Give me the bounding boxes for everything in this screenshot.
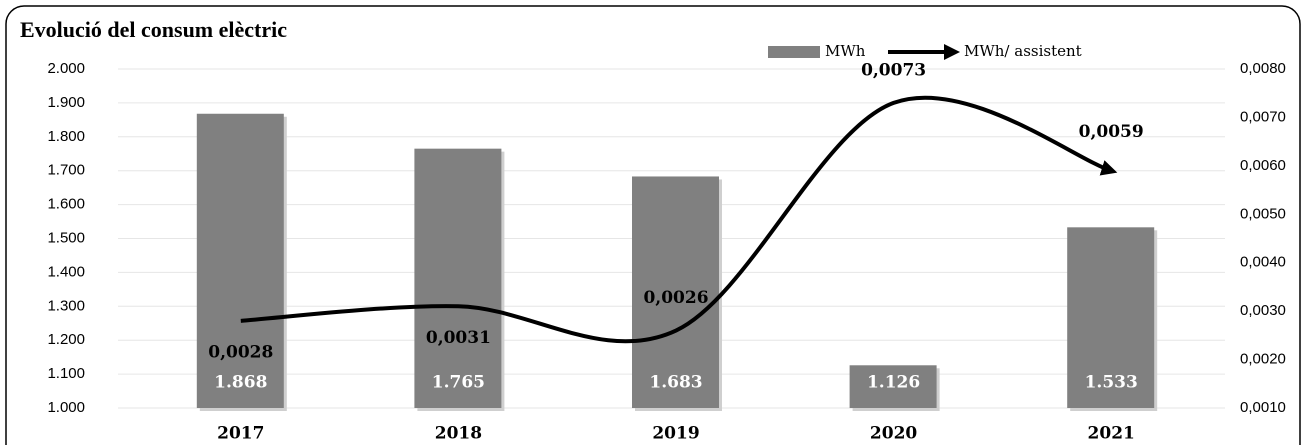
y2-tick-label: 0,0080 [1240,60,1286,77]
y-tick-label: 1.200 [47,331,85,348]
y2-tick-label: 0,0010 [1240,399,1286,416]
bar [414,148,502,409]
y-tick-label: 1.400 [47,263,85,280]
legend-label: MWh/ assistent [964,42,1082,60]
bar-value-label: 1.765 [432,373,485,393]
bar [196,113,284,409]
y-tick-label: 2.000 [47,60,85,77]
y2-tick-label: 0,0060 [1240,157,1286,174]
bar-value-label: 1.868 [214,373,267,393]
y2-tick-label: 0,0030 [1240,302,1286,319]
y-tick-label: 1.300 [47,297,85,314]
chart-title: Evolució del consum elèctric [20,17,287,42]
legend-label: MWh [825,42,866,60]
line-value-label: 0,0073 [861,60,926,80]
y-tick-label: 1.900 [47,94,85,111]
y-tick-label: 1.100 [47,365,85,382]
x-tick-label: 2021 [1088,424,1135,444]
y2-tick-label: 0,0070 [1240,108,1286,125]
x-tick-label: 2018 [435,424,482,444]
bar [632,176,719,408]
legend-arrow [944,44,960,60]
bar [849,365,937,408]
y-tick-label: 1.500 [47,229,85,246]
x-tick-label: 2017 [217,424,264,444]
y2-tick-label: 0,0050 [1240,205,1286,222]
legend-swatch [768,46,820,58]
bar-value-label: 1.683 [649,373,702,393]
y-tick-label: 1.600 [47,196,85,213]
line-value-label: 0,0059 [1079,122,1144,142]
y-tick-label: 1.800 [47,128,85,145]
line-value-label: 0,0028 [208,342,273,362]
y2-tick-label: 0,0020 [1240,351,1286,368]
y2-tick-label: 0,0040 [1240,254,1286,271]
line [240,95,1118,344]
x-tick-label: 2019 [652,424,699,444]
bar [1067,227,1155,408]
y-tick-label: 1.000 [47,399,85,416]
line-value-label: 0,0026 [643,288,708,308]
line-value-label: 0,0031 [426,328,491,348]
x-tick-label: 2020 [870,424,917,444]
bar-value-label: 1.126 [867,373,920,393]
y-tick-label: 1.700 [47,162,85,179]
bar-value-label: 1.533 [1085,373,1138,393]
